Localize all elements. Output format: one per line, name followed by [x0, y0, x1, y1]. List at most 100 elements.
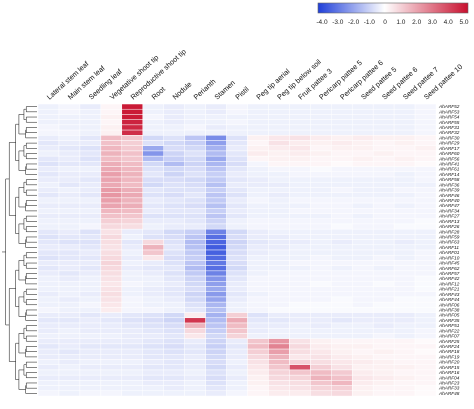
heatmap-cell — [79, 213, 102, 220]
heatmap-cell — [58, 171, 81, 178]
heatmap-cell — [372, 129, 395, 136]
heatmap-cell — [142, 301, 164, 308]
heatmap-cell — [268, 140, 290, 147]
heatmap-cell — [414, 291, 437, 298]
heatmap-cell — [247, 322, 269, 329]
heatmap-cell — [121, 385, 144, 392]
heatmap-cell — [268, 312, 290, 319]
heatmap-cell — [184, 333, 206, 339]
heatmap-cell — [100, 343, 123, 350]
heatmap-cell — [268, 135, 290, 141]
heatmap-cell — [163, 369, 185, 376]
heatmap-cell — [310, 327, 332, 334]
heatmap-cell — [121, 359, 144, 366]
heatmap-cell — [268, 275, 290, 282]
heatmap-cell — [100, 364, 123, 371]
heatmap-cell — [79, 150, 102, 157]
heatmap-cell — [184, 260, 206, 266]
heatmap-cell — [289, 374, 311, 381]
heatmap-cell — [100, 244, 123, 251]
heatmap-cell — [331, 234, 353, 240]
heatmap-cell — [393, 333, 416, 339]
heatmap-cell — [79, 103, 102, 110]
heatmap-cell — [163, 218, 185, 225]
heatmap-cell — [205, 286, 227, 293]
heatmap-cell — [205, 380, 227, 386]
heatmap-cell — [142, 254, 164, 261]
heatmap-cell — [142, 150, 164, 157]
row-label: AhARF11 — [438, 245, 459, 250]
heatmap-cell — [372, 176, 395, 183]
heatmap-cell — [37, 260, 60, 266]
heatmap-cell — [121, 234, 144, 240]
heatmap-cell — [163, 171, 185, 178]
heatmap-cell — [372, 161, 395, 167]
row-dendrogram — [2, 106, 37, 394]
heatmap-cell — [184, 140, 206, 147]
heatmap-cell — [100, 249, 123, 256]
heatmap-cell — [247, 181, 269, 188]
heatmap-cell — [289, 390, 311, 397]
heatmap-cell — [79, 108, 102, 115]
heatmap-cell — [121, 369, 144, 376]
heatmap-cell — [121, 108, 144, 115]
heatmap-cell — [414, 343, 437, 350]
heatmap-cell — [268, 150, 290, 157]
heatmap-cell — [79, 333, 102, 339]
heatmap-cell — [351, 208, 374, 214]
heatmap-cell — [414, 348, 437, 355]
heatmap-cell — [331, 354, 353, 360]
heatmap-cell — [372, 223, 395, 230]
heatmap-cell — [310, 197, 332, 204]
heatmap-cell — [121, 124, 144, 131]
heatmap-cell — [247, 374, 269, 381]
heatmap-cell — [331, 124, 353, 131]
heatmap-cell — [142, 348, 164, 355]
heatmap-cell — [184, 270, 206, 277]
heatmap-cell — [226, 286, 248, 293]
heatmap-cell — [372, 197, 395, 204]
heatmap-cell — [414, 197, 437, 204]
heatmap-cell — [351, 385, 374, 392]
heatmap-cell — [393, 348, 416, 355]
heatmap-cell — [163, 291, 185, 298]
heatmap-cell — [351, 166, 374, 173]
heatmap-cell — [226, 296, 248, 303]
heatmap-cell — [142, 234, 164, 240]
heatmap-cell — [100, 307, 123, 313]
heatmap-cell — [100, 275, 123, 282]
heatmap-cell — [268, 249, 290, 256]
row-label: AhARF56 — [438, 156, 460, 161]
heatmap-cell — [163, 208, 185, 214]
heatmap-cell — [121, 322, 144, 329]
heatmap-cell — [414, 202, 437, 209]
heatmap-cell — [393, 317, 416, 324]
heatmap-cell — [289, 348, 311, 355]
heatmap-cell — [351, 380, 374, 386]
heatmap-cell — [331, 265, 353, 272]
heatmap-cell — [100, 354, 123, 360]
heatmap-cell — [163, 176, 185, 183]
heatmap-cell — [100, 181, 123, 188]
heatmap-cell — [351, 161, 374, 167]
heatmap-cell — [331, 181, 353, 188]
heatmap-cell — [58, 223, 81, 230]
heatmap-cell — [331, 364, 353, 371]
heatmap-cell — [414, 296, 437, 303]
heatmap-cell — [331, 260, 353, 266]
heatmap-cell — [37, 385, 60, 392]
column-label: Nodule — [171, 80, 194, 102]
heatmap-cell — [163, 192, 185, 199]
heatmap-cell — [331, 374, 353, 381]
heatmap-cell — [37, 291, 60, 298]
heatmap-cell — [414, 301, 437, 308]
heatmap-cell — [121, 265, 144, 272]
heatmap-cell — [331, 197, 353, 204]
heatmap-cell — [268, 260, 290, 266]
heatmap-cell — [289, 338, 311, 345]
heatmap-cell — [351, 114, 374, 120]
heatmap-cell — [414, 114, 437, 120]
heatmap-cell — [121, 208, 144, 214]
heatmap-cell — [289, 275, 311, 282]
heatmap-cell — [205, 244, 227, 251]
